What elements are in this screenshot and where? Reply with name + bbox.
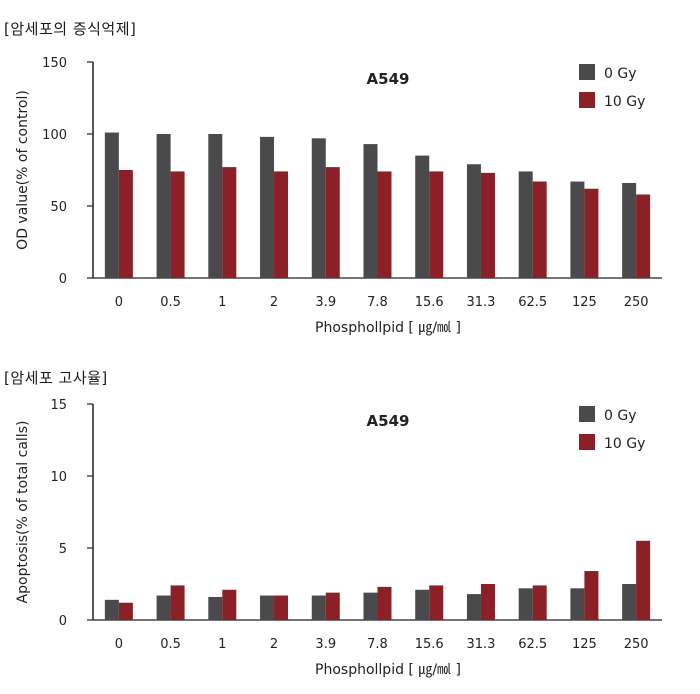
apop-bar-10gy xyxy=(480,584,495,620)
apop-bar-10gy xyxy=(325,592,340,620)
apop-x-tick-label: 31.3 xyxy=(466,637,495,652)
apop-x-axis-title: Phosphollpid [ ㎍/㏖ ] xyxy=(315,662,461,678)
apop-x-tick-label: 62.5 xyxy=(518,637,547,652)
prolif-x-tick-label: 0.5 xyxy=(160,295,181,310)
apop-bar-0gy xyxy=(311,595,326,620)
prolif-x-tick-label: 62.5 xyxy=(518,295,547,310)
apop-y-tick-label: 10 xyxy=(50,470,67,485)
apop-x-tick-label: 15.6 xyxy=(415,637,444,652)
prolif-bar-0gy xyxy=(104,132,119,278)
prolif-bar-10gy xyxy=(377,171,392,278)
prolif-bar-10gy xyxy=(118,170,133,278)
apop-y-axis-title: Apoptosis(% of total calls) xyxy=(15,421,31,604)
prolif-bar-10gy xyxy=(636,194,651,278)
prolif-bar-10gy xyxy=(170,171,185,278)
prolif-bar-10gy xyxy=(532,181,547,278)
prolif-bar-0gy xyxy=(208,134,223,278)
apop-y-tick-label: 5 xyxy=(59,542,67,557)
apop-y-tick-label: 0 xyxy=(59,614,67,629)
prolif-x-tick-label: 31.3 xyxy=(466,295,495,310)
prolif-bar-0gy xyxy=(518,171,533,278)
prolif-y-tick-label: 150 xyxy=(42,56,67,71)
prolif-y-tick-label: 50 xyxy=(50,200,67,215)
apop-x-tick-label: 2 xyxy=(270,637,278,652)
apop-legend-label-0gy: 0 Gy xyxy=(604,408,637,424)
apop-x-tick-label: 0 xyxy=(115,637,123,652)
prolif-bar-0gy xyxy=(260,136,275,278)
prolif-bar-10gy xyxy=(222,167,237,278)
prolif-x-tick-label: 15.6 xyxy=(415,295,444,310)
prolif-x-axis-title: Phosphollpid [ ㎍/㏖ ] xyxy=(315,320,461,336)
apop-bar-10gy xyxy=(274,595,289,620)
apop-legend-swatch-0gy xyxy=(579,406,595,422)
prolif-bar-0gy xyxy=(570,181,585,278)
apop-x-tick-label: 1 xyxy=(218,637,226,652)
prolif-y-tick-label: 0 xyxy=(59,272,67,287)
apop-x-tick-label: 3.9 xyxy=(315,637,336,652)
prolif-bar-10gy xyxy=(429,171,444,278)
apop-y-tick-label: 15 xyxy=(50,398,67,413)
apop-x-tick-label: 125 xyxy=(572,637,597,652)
apop-bar-0gy xyxy=(622,584,637,620)
prolif-bar-10gy xyxy=(584,188,599,278)
prolif-legend-label-10gy: 10 Gy xyxy=(604,94,645,110)
prolif-bar-0gy xyxy=(156,134,171,278)
prolif-x-tick-label: 2 xyxy=(270,295,278,310)
apop-bar-0gy xyxy=(466,594,481,620)
apop-title: A549 xyxy=(367,412,410,430)
prolif-x-tick-label: 7.8 xyxy=(367,295,388,310)
apop-bar-0gy xyxy=(104,599,119,620)
chart-apoptosis: 0 5 10 15 0 0.5 1 2 3.9 7.8 15.6 31.3 62.5 125 250 A549… xyxy=(15,398,662,678)
apop-x-tick-label: 7.8 xyxy=(367,637,388,652)
prolif-y-axis-title: OD value(% of control) xyxy=(15,90,31,250)
apop-bar-10gy xyxy=(118,602,133,620)
section-label-apoptosis: [암세포 고사율] xyxy=(4,369,108,387)
chart-proliferation: 0 50 100 150 0 0.5 1 2 3.9 7.8 15.6 31.3 62.5 125 250 A… xyxy=(15,56,662,336)
apop-x-tick-label: 250 xyxy=(624,637,649,652)
apop-bar-0gy xyxy=(363,592,378,620)
apop-bar-10gy xyxy=(377,586,392,620)
prolif-legend-swatch-10gy xyxy=(579,92,595,108)
prolif-x-tick-label: 125 xyxy=(572,295,597,310)
prolif-title: A549 xyxy=(367,70,410,88)
apop-bar-0gy xyxy=(156,595,171,620)
prolif-legend-swatch-0gy xyxy=(579,64,595,80)
prolif-bar-10gy xyxy=(274,171,289,278)
prolif-y-tick-label: 100 xyxy=(42,128,67,143)
apop-bar-10gy xyxy=(636,540,651,620)
prolif-x-tick-label: 1 xyxy=(218,295,226,310)
section-label-proliferation: [암세포의 증식억제] xyxy=(4,20,137,38)
apop-bar-10gy xyxy=(170,585,185,620)
apop-legend-swatch-10gy xyxy=(579,434,595,450)
prolif-bar-10gy xyxy=(325,167,340,278)
prolif-bar-10gy xyxy=(480,172,495,278)
apop-bar-10gy xyxy=(222,589,237,620)
apop-bar-10gy xyxy=(584,571,599,620)
apop-legend-label-10gy: 10 Gy xyxy=(604,436,645,452)
apop-bar-0gy xyxy=(415,589,430,620)
apop-bar-0gy xyxy=(570,588,585,620)
prolif-x-tick-label: 0 xyxy=(115,295,123,310)
apop-bar-0gy xyxy=(518,588,533,620)
prolif-bar-0gy xyxy=(311,138,326,278)
prolif-bar-0gy xyxy=(363,144,378,278)
apop-bar-0gy xyxy=(260,595,275,620)
prolif-bar-0gy xyxy=(466,164,481,278)
prolif-x-tick-label: 250 xyxy=(624,295,649,310)
prolif-legend-label-0gy: 0 Gy xyxy=(604,66,637,82)
apop-bar-10gy xyxy=(429,585,444,620)
apop-bar-0gy xyxy=(208,596,223,620)
apop-x-tick-label: 0.5 xyxy=(160,637,181,652)
prolif-bar-0gy xyxy=(622,182,637,278)
apop-bar-10gy xyxy=(532,585,547,620)
prolif-bar-0gy xyxy=(415,155,430,278)
prolif-x-tick-label: 3.9 xyxy=(315,295,336,310)
